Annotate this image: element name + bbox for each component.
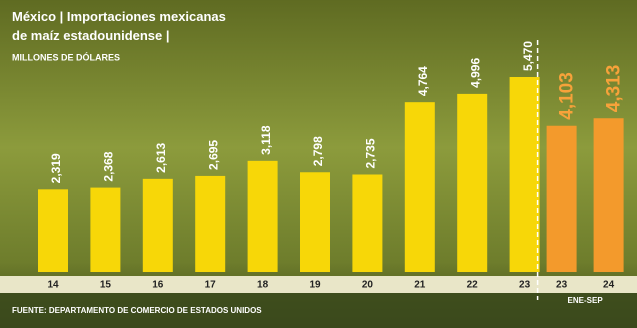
value-label: 3,118 bbox=[259, 125, 273, 155]
period-label: ENE-SEP bbox=[568, 296, 604, 305]
value-label: 4,103 bbox=[557, 72, 578, 120]
x-tick-label: 16 bbox=[152, 280, 164, 291]
bar bbox=[247, 160, 278, 272]
x-tick-label: 17 bbox=[205, 280, 217, 291]
unit-label: MILLONES DE DÓLARES bbox=[12, 51, 120, 62]
x-tick-label: 23 bbox=[519, 280, 531, 291]
value-label: 2,319 bbox=[49, 153, 63, 183]
bar bbox=[90, 187, 121, 272]
bar bbox=[195, 175, 226, 272]
bar bbox=[404, 102, 435, 273]
bar bbox=[593, 118, 624, 273]
x-tick-label: 24 bbox=[603, 280, 615, 291]
value-label: 5,470 bbox=[521, 41, 535, 71]
bar bbox=[457, 93, 488, 273]
chart-title: México | Importaciones mexicanas de maíz … bbox=[12, 9, 226, 43]
value-label: 2,735 bbox=[364, 138, 378, 168]
x-tick-label: 23 bbox=[556, 280, 568, 291]
bar bbox=[142, 178, 173, 272]
title-line: de maíz estadounidense | bbox=[12, 28, 170, 43]
x-tick-label: 18 bbox=[257, 280, 269, 291]
value-label: 2,798 bbox=[311, 136, 325, 166]
bar bbox=[38, 189, 68, 272]
footer-band bbox=[0, 293, 637, 328]
x-tick-label: 20 bbox=[362, 280, 374, 291]
bar bbox=[300, 172, 330, 272]
value-label: 2,368 bbox=[102, 151, 116, 181]
title-line: México | Importaciones mexicanas bbox=[12, 9, 226, 24]
value-label: 2,613 bbox=[154, 142, 168, 172]
source: FUENTE: DEPARTAMENTO DE COMERCIO DE ESTA… bbox=[12, 306, 262, 315]
x-tick-label: 22 bbox=[467, 280, 479, 291]
bar bbox=[546, 125, 577, 272]
value-label: 2,695 bbox=[206, 140, 220, 170]
value-label: 4,996 bbox=[468, 58, 482, 88]
value-label: 4,764 bbox=[416, 66, 430, 96]
x-tick-label: 21 bbox=[414, 280, 426, 291]
bar bbox=[509, 77, 540, 272]
x-tick-label: 19 bbox=[309, 280, 321, 291]
category-band bbox=[0, 276, 637, 293]
x-tick-label: 15 bbox=[100, 280, 112, 291]
x-tick-label: 14 bbox=[47, 280, 59, 291]
value-label: 4,313 bbox=[604, 65, 625, 113]
bar bbox=[352, 174, 383, 272]
